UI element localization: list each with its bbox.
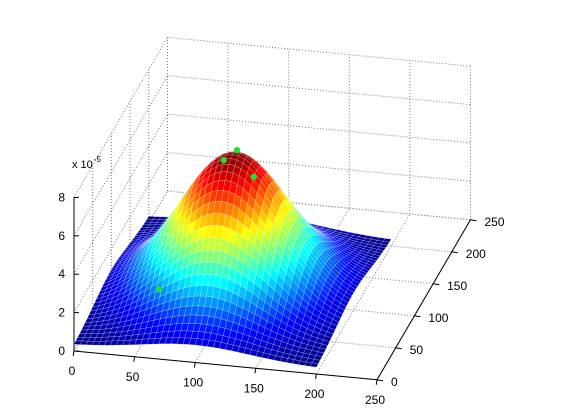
surface-marker: [250, 173, 257, 181]
grid-line: [167, 36, 471, 67]
z-tick-label: 4: [58, 267, 65, 281]
x-tick: [375, 379, 378, 385]
y-tick: [376, 379, 384, 382]
x-tick-label: 250: [365, 393, 385, 407]
x-tick-label: 100: [183, 376, 203, 390]
z-tick-label: 6: [58, 229, 65, 243]
surface-mesh: [73, 151, 392, 368]
surface-marker: [156, 286, 163, 293]
x-tick: [133, 356, 136, 362]
y-tick-label: 150: [447, 279, 467, 293]
surface-cell: [310, 362, 319, 368]
grid-line: [167, 75, 471, 106]
x-tick-label: 50: [126, 370, 140, 384]
grid-line: [73, 37, 168, 198]
grid-line: [73, 113, 168, 275]
grid-line: [167, 113, 471, 144]
surface-marker: [233, 147, 241, 154]
y-axis-line: [376, 219, 471, 381]
surface-markers: [156, 147, 257, 293]
grid-line: [315, 213, 411, 375]
y-tick-label: 250: [485, 215, 505, 229]
z-tick-label: 8: [58, 190, 65, 204]
x-axis-line: [73, 350, 378, 381]
x-tick-label: 0: [69, 364, 76, 378]
y-tick: [395, 347, 402, 350]
y-tick-label: 100: [428, 311, 448, 325]
z-tick-label: 2: [58, 306, 65, 320]
x-tick: [254, 368, 257, 374]
x-tick: [72, 350, 75, 357]
x-tick: [193, 362, 196, 368]
y-tick: [470, 219, 477, 222]
surface-marker: [220, 156, 227, 164]
x-tick: [315, 373, 317, 380]
y-tick: [414, 315, 421, 318]
grid-line: [73, 75, 168, 237]
z-multiplier-label: x 10-5: [72, 155, 101, 171]
axes-box: [72, 196, 477, 385]
tick-labels: x 10-5 0 50 100 150 200 250 0 50 100 150 200 250 0 2 4…: [58, 155, 505, 407]
z-tick-label: 0: [58, 344, 65, 358]
y-tick-label: 50: [410, 343, 424, 357]
y-tick-label: 0: [391, 375, 398, 389]
y-tick: [433, 283, 440, 286]
x-tick-label: 200: [304, 387, 324, 401]
y-tick-label: 200: [466, 247, 486, 261]
x-tick-label: 150: [244, 381, 264, 395]
grid-line: [73, 152, 168, 313]
y-tick: [451, 251, 458, 254]
